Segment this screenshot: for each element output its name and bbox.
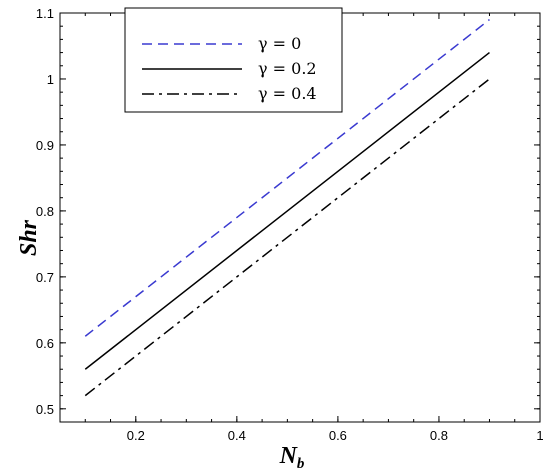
series-layer (84, 19, 490, 397)
y-tick-label: 1.1 (36, 6, 54, 21)
y-axis-title: Shr (16, 219, 42, 256)
x-axis-title-subscript: b (297, 456, 305, 472)
x-tick-label: 0.4 (228, 428, 246, 443)
series-line-2 (84, 78, 490, 397)
y-tick-label: 1 (47, 72, 54, 87)
axis-ticks: 0.2 0.4 0.6 0.8 1 0.5 0.6 0.7 0.8 0.9 1 1.1 (36, 6, 544, 443)
series-line-0 (84, 19, 490, 337)
series-line-1 (84, 51, 490, 370)
y-tick-label: 0.8 (36, 204, 54, 219)
legend-label-gamma-0: γ = 0 (258, 34, 301, 53)
y-tick-label: 0.6 (36, 336, 54, 351)
x-tick-label: 0.6 (329, 428, 347, 443)
y-tick-label: 0.7 (36, 270, 54, 285)
x-tick-label: 1 (536, 428, 543, 443)
y-tick-label: 0.5 (36, 402, 54, 417)
legend-label-gamma-0-2: γ = 0.2 (258, 59, 317, 78)
x-tick-label: 0.8 (430, 428, 448, 443)
x-tick-label: 0.2 (127, 428, 145, 443)
legend-label-gamma-0-4: γ = 0.4 (258, 84, 317, 103)
legend: γ = 0 γ = 0.2 γ = 0.4 (124, 7, 343, 113)
y-tick-label: 0.9 (36, 138, 54, 153)
x-axis-title: Nb (279, 443, 305, 472)
x-axis-title-main: N (279, 443, 299, 469)
